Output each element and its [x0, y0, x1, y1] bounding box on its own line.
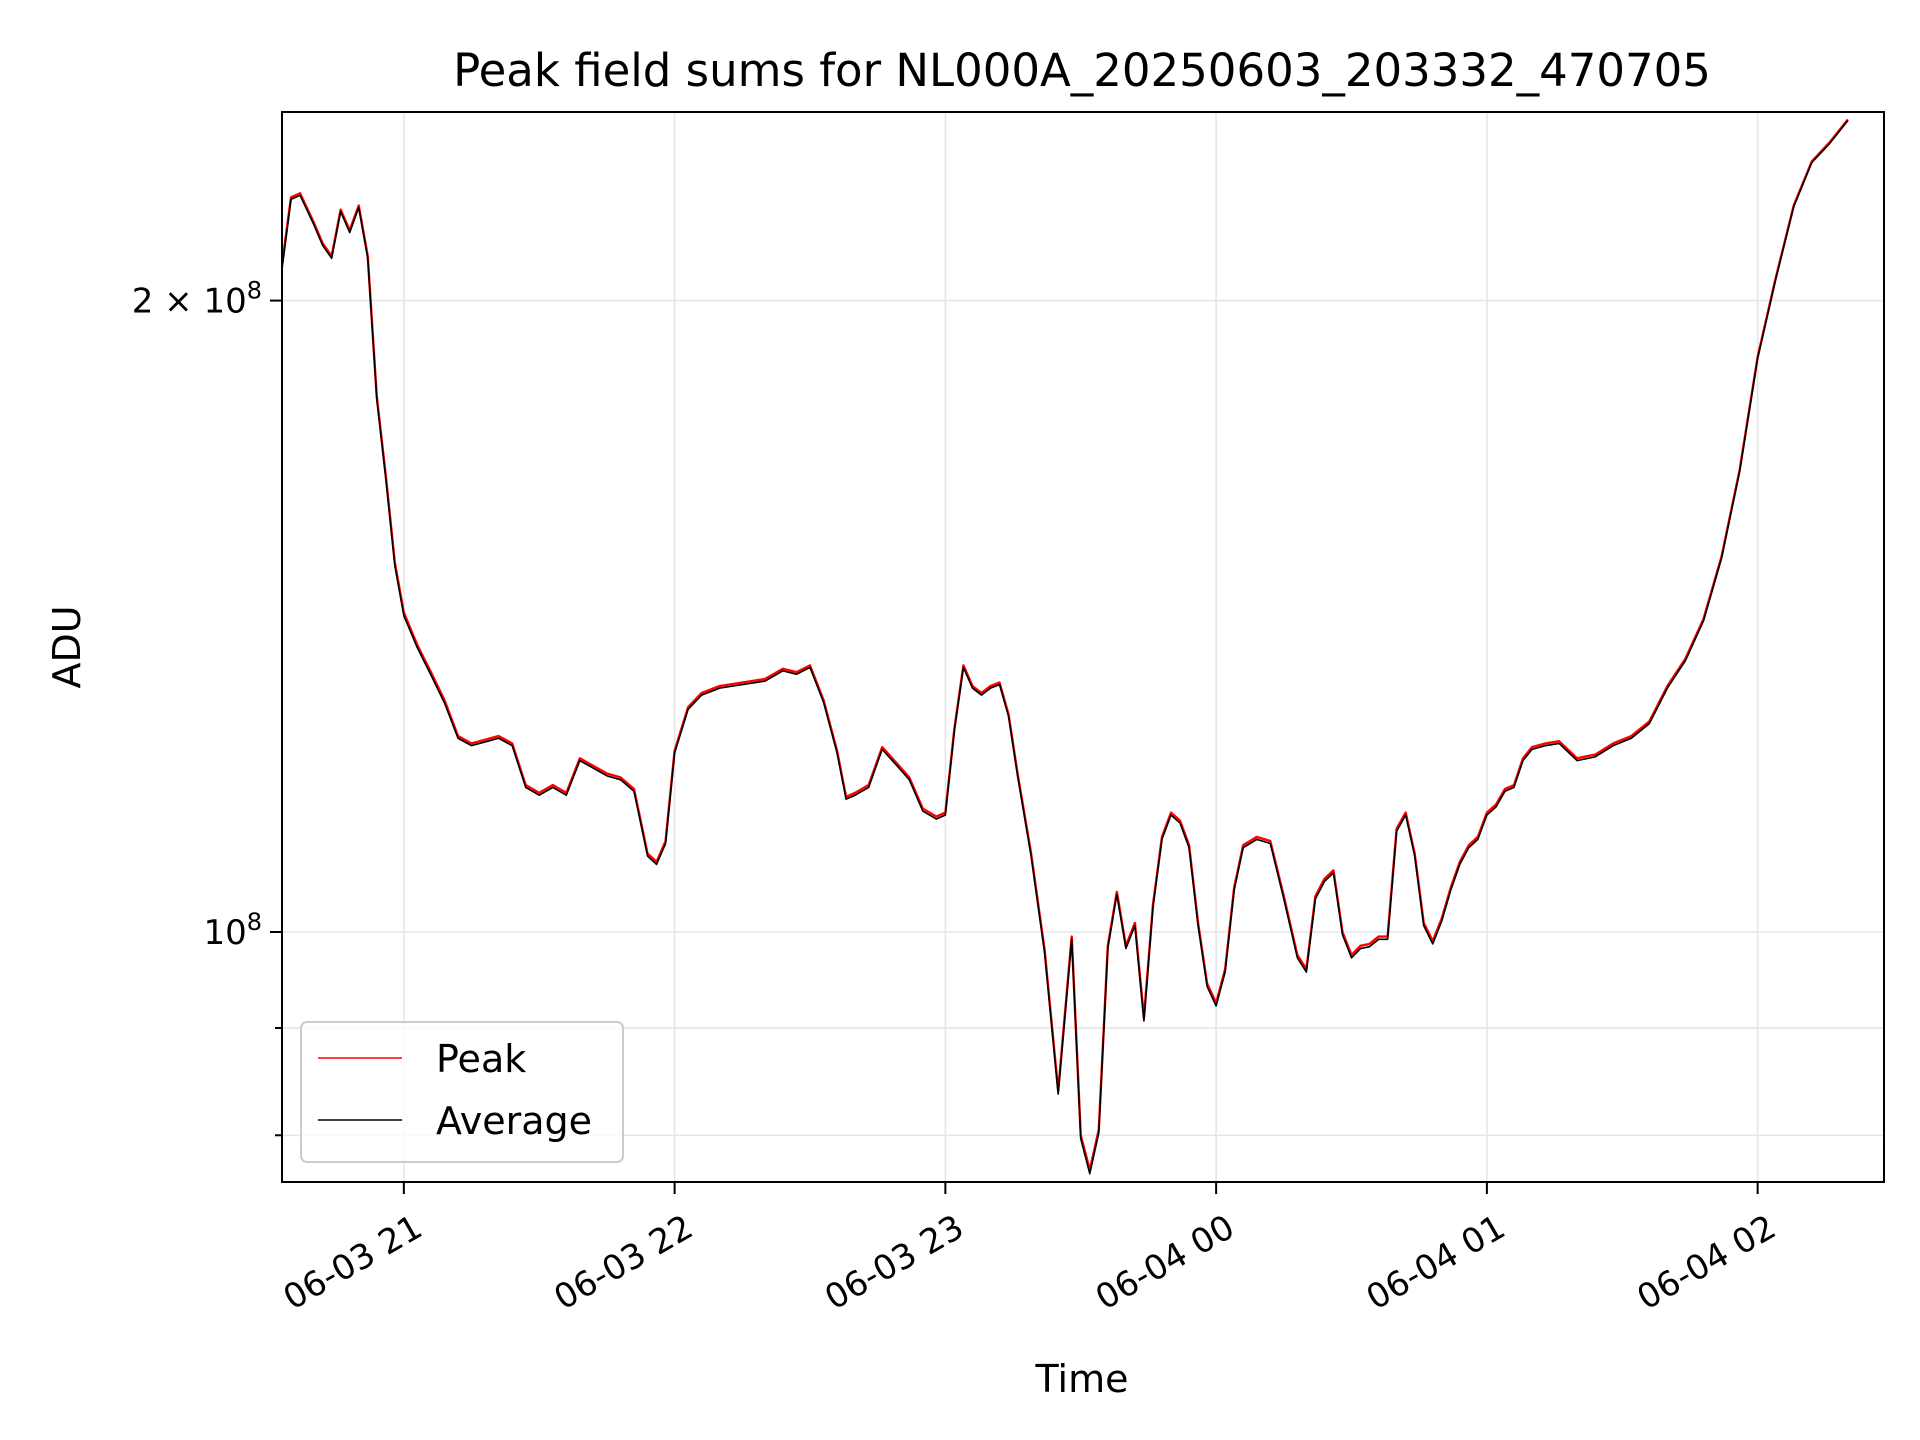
legend-label-peak: Peak [436, 1037, 526, 1081]
y-tick-label: 2 × 108 [132, 277, 262, 322]
plot-series [282, 118, 1849, 1175]
series-line-average [282, 120, 1849, 1175]
legend-box [300, 1021, 624, 1163]
plot-frame [281, 111, 1885, 1183]
legend: Peak Average [300, 1021, 624, 1163]
x-axis-label: Time [1035, 1357, 1129, 1401]
chart-title: Peak field sums for NL000A_20250603_2033… [453, 44, 1711, 97]
y-axis-ticks: 108 2 × 108 [132, 277, 282, 1137]
legend-label-average: Average [436, 1099, 592, 1143]
y-axis-label: ADU [45, 605, 89, 688]
y-tick-label: 108 [203, 908, 262, 953]
